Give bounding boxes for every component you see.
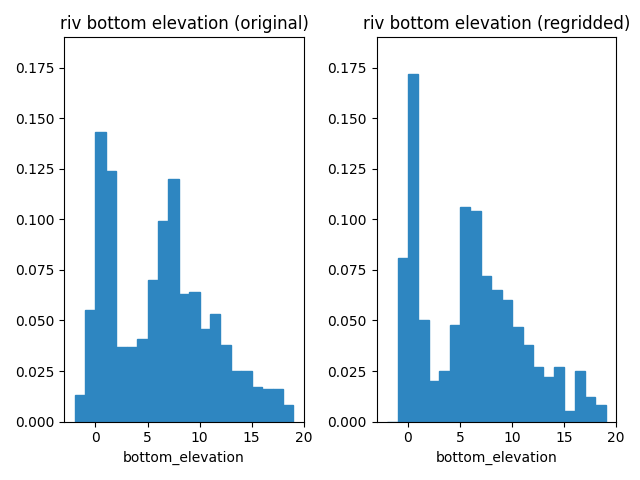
Bar bbox=[220, 345, 231, 421]
X-axis label: bottom_elevation: bottom_elevation bbox=[123, 451, 245, 465]
Bar bbox=[543, 377, 554, 421]
Bar bbox=[585, 397, 595, 421]
Bar bbox=[148, 280, 158, 421]
Bar bbox=[252, 387, 262, 421]
Bar bbox=[283, 406, 293, 421]
Bar bbox=[116, 347, 127, 421]
Bar bbox=[210, 314, 220, 421]
Bar bbox=[158, 221, 168, 421]
Bar bbox=[106, 171, 116, 421]
Bar bbox=[127, 347, 137, 421]
Bar bbox=[502, 300, 512, 421]
Bar bbox=[179, 294, 189, 421]
Bar bbox=[554, 367, 564, 421]
Bar bbox=[470, 211, 481, 421]
Bar bbox=[75, 396, 85, 421]
Bar bbox=[408, 74, 419, 421]
Bar bbox=[397, 258, 408, 421]
Bar bbox=[512, 326, 522, 421]
Bar bbox=[273, 389, 283, 421]
Title: riv bottom elevation (regridded): riv bottom elevation (regridded) bbox=[363, 15, 630, 33]
Bar bbox=[231, 371, 241, 421]
Bar bbox=[564, 411, 575, 421]
Bar bbox=[85, 311, 95, 421]
Bar bbox=[262, 389, 273, 421]
Bar bbox=[450, 324, 460, 421]
Bar bbox=[95, 132, 106, 421]
Bar bbox=[460, 207, 470, 421]
Bar bbox=[241, 371, 252, 421]
Bar bbox=[522, 345, 533, 421]
Bar bbox=[189, 292, 200, 421]
Title: riv bottom elevation (original): riv bottom elevation (original) bbox=[60, 15, 308, 33]
Bar bbox=[168, 179, 179, 421]
Bar bbox=[429, 381, 439, 421]
Bar bbox=[419, 321, 429, 421]
Bar bbox=[200, 328, 210, 421]
Bar bbox=[492, 290, 502, 421]
Bar bbox=[481, 276, 492, 421]
X-axis label: bottom_elevation: bottom_elevation bbox=[436, 451, 557, 465]
Bar bbox=[137, 339, 148, 421]
Bar bbox=[533, 367, 543, 421]
Bar bbox=[575, 371, 585, 421]
Bar bbox=[439, 371, 450, 421]
Bar bbox=[595, 406, 606, 421]
